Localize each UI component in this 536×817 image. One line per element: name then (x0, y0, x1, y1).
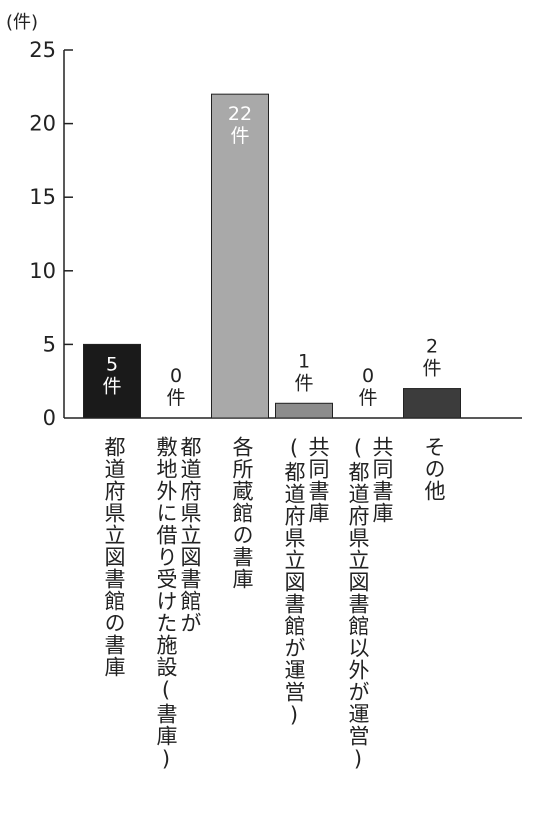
y-tick-label: 15 (29, 185, 56, 209)
data-label-unit: 件 (102, 375, 121, 397)
y-tick-label: 0 (43, 406, 56, 430)
y-tick-label: 20 (29, 112, 56, 136)
data-label-unit: 件 (166, 387, 185, 409)
y-tick-label: 5 (43, 332, 56, 356)
category-label: (都道府県立図書館が運営) (282, 436, 306, 728)
bar (211, 93, 269, 419)
data-label-value: 0 (170, 365, 182, 387)
data-label-value: 0 (362, 365, 374, 387)
data-label-value: 1 (298, 350, 310, 372)
category-label: 各所蔵館の書庫 (230, 436, 254, 590)
y-tick-label: 25 (29, 38, 56, 62)
category-label: 都道府県立図書館の書庫 (102, 436, 126, 678)
bars (83, 93, 461, 419)
category-label: (都道府県立図書館以外が運営) (346, 436, 370, 772)
data-label-unit: 件 (294, 372, 313, 394)
data-label-unit: 件 (230, 125, 249, 147)
y-tick-label: 10 (29, 259, 56, 283)
category-label: 都道府県立図書館が (178, 436, 202, 634)
bar (275, 402, 333, 419)
category-label: 敷地外に借り受けた施設(書庫) (154, 436, 178, 772)
data-label-unit: 件 (358, 387, 377, 409)
data-label-value: 5 (106, 353, 118, 375)
y-unit-label: (件) (6, 12, 38, 33)
category-label: その他 (422, 436, 446, 502)
category-label: 共同書庫 (306, 436, 330, 524)
data-label-unit: 件 (422, 358, 441, 380)
data-label-value: 2 (426, 336, 438, 358)
data-label-value: 22 (228, 103, 252, 125)
bar (403, 388, 461, 419)
bar (83, 343, 141, 419)
category-label: 共同書庫 (370, 436, 394, 524)
